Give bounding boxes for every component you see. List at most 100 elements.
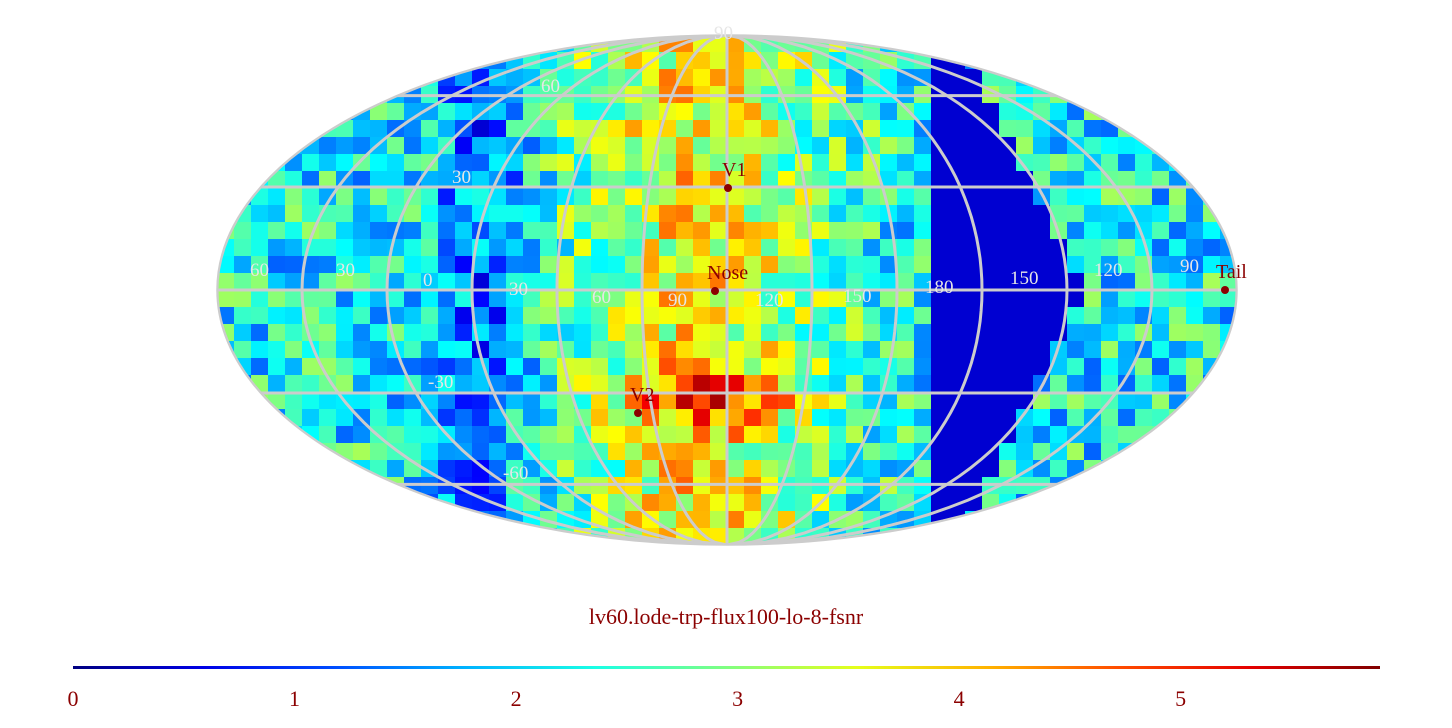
flux-pixel [693, 307, 711, 325]
flux-pixel [336, 528, 354, 545]
flux-pixel [829, 171, 847, 189]
flux-pixel [982, 341, 1000, 359]
flux-pixel [1203, 324, 1221, 342]
meridian-label: 180 [925, 277, 954, 298]
flux-pixel [353, 341, 371, 359]
flux-pixel [863, 239, 881, 257]
flux-pixel [608, 426, 626, 444]
flux-pixel [455, 392, 473, 410]
flux-pixel [897, 426, 915, 444]
flux-pixel [812, 409, 830, 427]
flux-pixel [948, 290, 966, 308]
flux-pixel [217, 137, 235, 155]
flux-pixel [829, 137, 847, 155]
flux-pixel [982, 358, 1000, 376]
flux-pixel [1084, 392, 1102, 410]
flux-pixel [608, 103, 626, 121]
marker-label: V1 [722, 159, 746, 181]
flux-pixel [829, 375, 847, 393]
flux-pixel [302, 528, 320, 545]
flux-pixel [387, 494, 405, 512]
flux-pixel [336, 307, 354, 325]
flux-pixel [472, 35, 490, 53]
flux-pixel [251, 239, 269, 257]
flux-pixel [999, 511, 1017, 529]
flux-pixel [846, 154, 864, 172]
flux-pixel [1050, 409, 1068, 427]
flux-pixel [795, 494, 813, 512]
flux-pixel [370, 358, 388, 376]
flux-pixel [812, 273, 830, 291]
flux-pixel [353, 494, 371, 512]
flux-pixel [319, 460, 337, 478]
flux-pixel [948, 256, 966, 274]
flux-pixel [710, 426, 728, 444]
flux-pixel [1067, 409, 1085, 427]
flux-pixel [506, 120, 524, 138]
flux-pixel [659, 290, 677, 308]
flux-pixel [557, 409, 575, 427]
flux-pixel [591, 409, 609, 427]
flux-pixel [1152, 307, 1170, 325]
flux-pixel [1152, 222, 1170, 240]
flux-pixel [931, 341, 949, 359]
flux-pixel [523, 273, 541, 291]
flux-pixel [914, 205, 932, 223]
flux-pixel [1186, 103, 1204, 121]
flux-pixel [506, 290, 524, 308]
flux-pixel [982, 35, 1000, 53]
parallel-label: -60 [503, 463, 528, 484]
flux-pixel [574, 120, 592, 138]
flux-pixel [336, 239, 354, 257]
flux-pixel [710, 375, 728, 393]
flux-pixel [727, 222, 745, 240]
flux-pixel [234, 69, 252, 87]
flux-pixel [1016, 324, 1034, 342]
flux-pixel [523, 324, 541, 342]
flux-pixel [1016, 409, 1034, 427]
flux-pixel [744, 460, 762, 478]
flux-pixel [829, 120, 847, 138]
flux-pixel [1203, 426, 1221, 444]
flux-pixel [880, 494, 898, 512]
flux-pixel [1152, 86, 1170, 104]
flux-pixel [387, 426, 405, 444]
flux-pixel [1169, 188, 1187, 206]
flux-pixel [302, 120, 320, 138]
flux-pixel [438, 35, 456, 53]
flux-pixel [336, 86, 354, 104]
flux-pixel [489, 35, 507, 53]
flux-pixel [727, 103, 745, 121]
flux-pixel [982, 52, 1000, 70]
flux-pixel [727, 392, 745, 410]
parallel-label: 90 [714, 23, 733, 44]
flux-pixel [1101, 86, 1119, 104]
flux-pixel [642, 494, 660, 512]
flux-pixel [574, 103, 592, 121]
flux-pixel [1067, 494, 1085, 512]
flux-pixel [1101, 324, 1119, 342]
flux-pixel [1135, 528, 1153, 545]
flux-pixel [1169, 69, 1187, 87]
flux-pixel [1067, 341, 1085, 359]
flux-pixel [234, 256, 252, 274]
flux-pixel [1135, 375, 1153, 393]
flux-pixel [336, 273, 354, 291]
flux-pixel [999, 443, 1017, 461]
flux-pixel [829, 426, 847, 444]
flux-pixel [846, 120, 864, 138]
flux-pixel [574, 137, 592, 155]
flux-pixel [727, 324, 745, 342]
flux-pixel [1084, 477, 1102, 495]
flux-pixel [608, 409, 626, 427]
flux-pixel [642, 460, 660, 478]
flux-pixel [506, 256, 524, 274]
flux-pixel [744, 222, 762, 240]
flux-pixel [1016, 358, 1034, 376]
flux-pixel [948, 103, 966, 121]
flux-pixel [591, 222, 609, 240]
flux-pixel [1203, 494, 1221, 512]
flux-pixel [404, 205, 422, 223]
flux-pixel [897, 239, 915, 257]
flux-pixel [574, 256, 592, 274]
